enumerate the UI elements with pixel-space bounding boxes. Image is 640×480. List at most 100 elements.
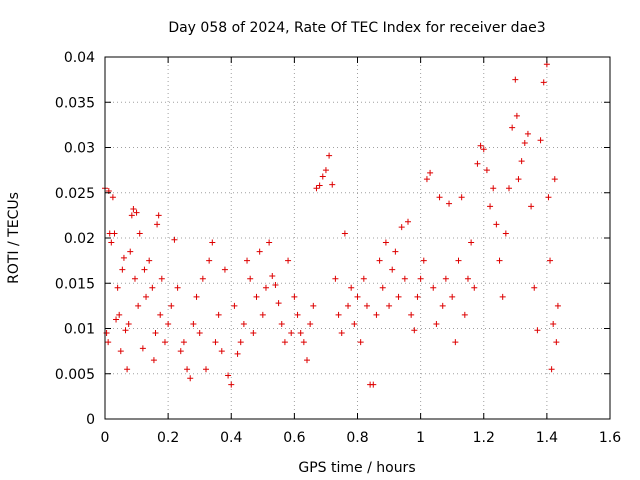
data-point [120,254,127,261]
data-point [247,275,254,282]
data-point [124,366,131,373]
data-point [141,266,148,273]
data-point [382,239,389,246]
data-point [165,320,172,327]
y-axis-ticks: 0 0.005 0.01 0.015 0.02 0.025 0.03 0.035 0.04 [55,50,610,428]
data-point [152,330,159,337]
data-point [174,284,181,291]
data-point [483,167,490,174]
data-point [547,257,554,264]
x-tick-label: 0.4 [220,430,242,446]
data-point [408,311,415,318]
data-point [513,112,520,119]
x-tick-label: 1.2 [473,430,495,446]
data-point [234,350,241,357]
data-point [133,209,140,216]
data-point [518,158,525,165]
data-point [155,212,162,219]
data-point [253,293,260,300]
data-point [125,320,132,327]
data-point [228,381,235,388]
data-point [354,293,361,300]
y-tick-label: 0.025 [55,186,95,202]
x-tick-label: 0.2 [157,430,179,446]
data-point [414,293,421,300]
y-axis-label: ROTI / TECUs [6,192,22,284]
y-tick-label: 0.03 [64,141,95,157]
data-point [288,330,295,337]
data-point [146,257,153,264]
y-tick-label: 0 [86,412,95,428]
data-point [119,266,126,273]
data-point [401,275,408,282]
data-point [278,320,285,327]
data-point [487,203,494,210]
data-point [109,194,116,201]
data-point [490,185,497,192]
data-point [524,130,531,137]
data-point [240,320,247,327]
data-point [461,311,468,318]
data-point [215,311,222,318]
data-point [392,248,399,255]
data-points [102,61,561,388]
data-point [122,327,129,334]
data-point [398,224,405,231]
data-point [139,345,146,352]
data-point [275,300,282,307]
data-point [256,248,263,255]
data-point [193,293,200,300]
data-point [471,284,478,291]
data-point [221,266,228,273]
data-point [326,152,333,159]
data-point [272,282,279,289]
data-point [319,173,326,180]
data-point [225,372,232,379]
data-point [108,239,115,246]
data-point [143,293,150,300]
data-point [127,248,134,255]
y-tick-label: 0.04 [64,50,95,66]
data-point [150,357,157,364]
data-point [502,230,509,237]
data-point [439,302,446,309]
data-point [294,311,301,318]
data-point [370,381,377,388]
data-point [250,330,257,337]
data-point [452,339,459,346]
y-tick-label: 0.035 [55,95,95,111]
data-point [554,302,561,309]
y-tick-label: 0.01 [64,322,95,338]
data-point [427,169,434,176]
data-point [455,257,462,264]
data-point [316,182,323,189]
data-point [348,284,355,291]
data-point [291,293,298,300]
data-point [357,339,364,346]
data-point [206,257,213,264]
data-point [184,366,191,373]
data-point [411,327,418,334]
chart-title: Day 058 of 2024, Rate Of TEC Index for r… [168,20,545,36]
data-point [446,200,453,207]
data-point [449,293,456,300]
data-point [237,339,244,346]
data-point [281,339,288,346]
data-point [114,284,121,291]
data-point [262,284,269,291]
data-point [548,366,555,373]
data-point [509,124,516,131]
data-point [135,302,142,309]
data-point [363,302,370,309]
data-point [117,348,124,355]
data-point [310,302,317,309]
x-tick-label: 0 [101,430,110,446]
data-point [116,311,123,318]
data-point [332,275,339,282]
data-point [203,366,209,373]
x-tick-label: 1 [416,430,425,446]
data-point [341,230,348,237]
data-point [131,275,138,282]
data-point [423,176,430,183]
